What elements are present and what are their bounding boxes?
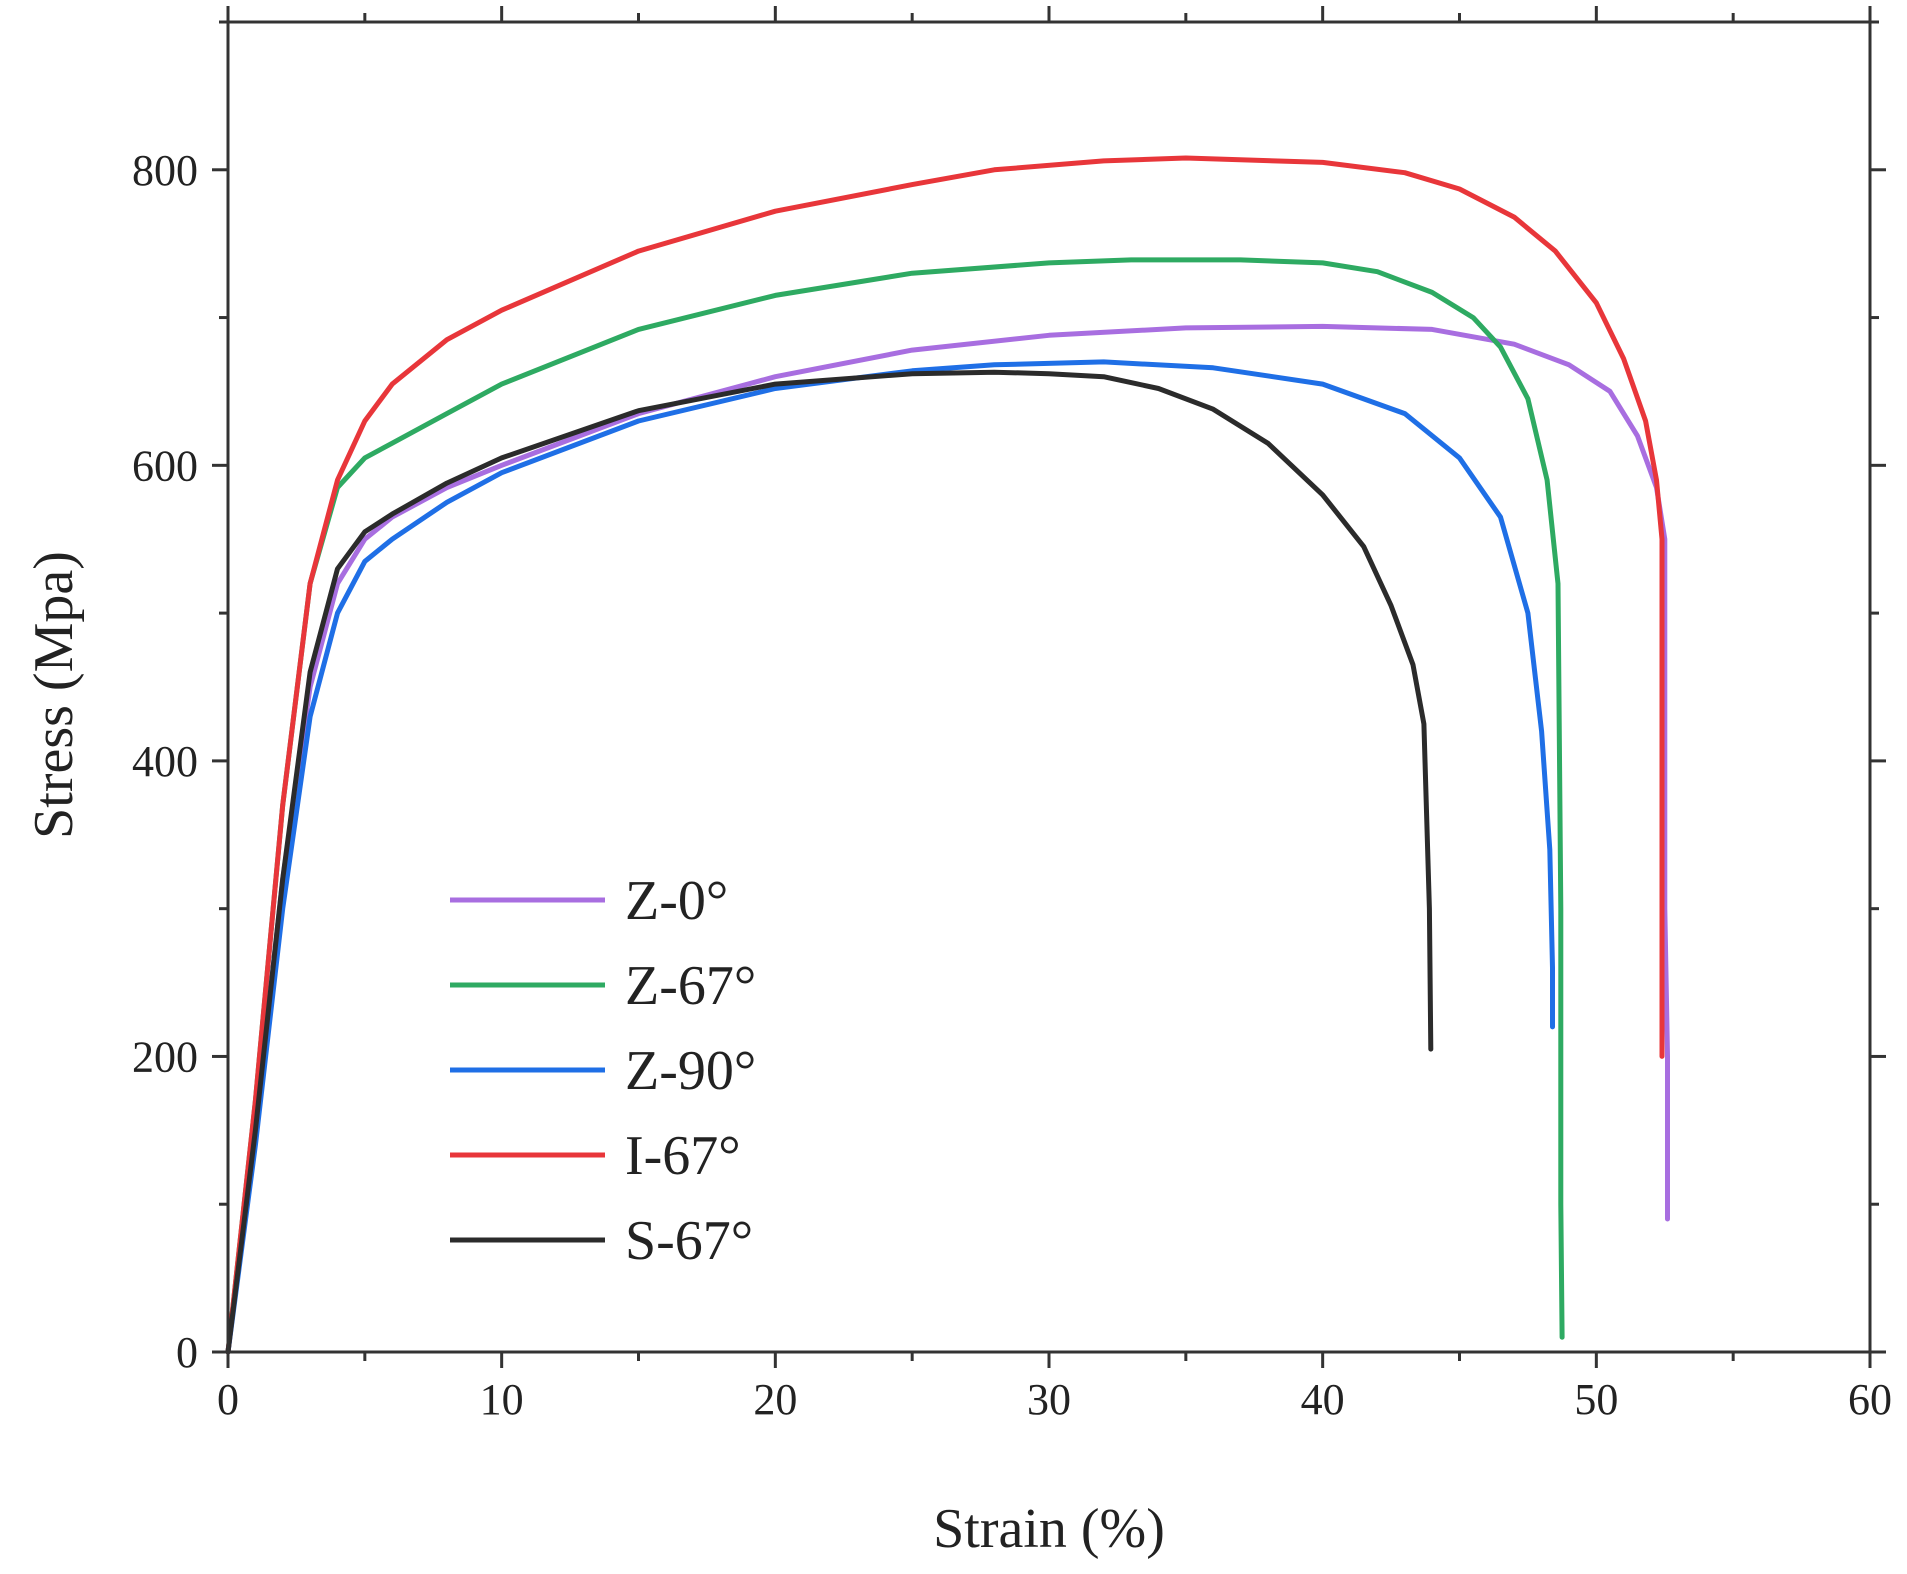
y-axis-ticks: 0 200 400 600 800: [132, 20, 1886, 1377]
legend: Z-0° Z-67° Z-90° I-67° S-67°: [450, 870, 756, 1272]
series-layer: [225, 155, 1670, 1355]
series-line-i-67deg: [225, 155, 1665, 1355]
x-tick-label: 10: [480, 1375, 524, 1424]
x-tick-label: 40: [1301, 1375, 1345, 1424]
plot-frame: [226, 20, 1872, 1354]
legend-label-s-67deg: S-67°: [625, 1210, 753, 1272]
y-tick-label: 200: [132, 1032, 198, 1081]
legend-label-i-67deg: I-67°: [625, 1125, 741, 1187]
x-tick-label: 60: [1848, 1375, 1892, 1424]
legend-label-z-67deg: Z-67°: [625, 955, 756, 1017]
y-axis-title: Stress (Mpa): [23, 551, 85, 839]
x-tick-label: 0: [217, 1375, 239, 1424]
legend-label-z-0deg: Z-0°: [625, 870, 728, 932]
legend-label-z-90deg: Z-90°: [625, 1040, 756, 1102]
y-tick-label: 800: [132, 146, 198, 195]
y-tick-label: 600: [132, 441, 198, 490]
series-line-s-67deg: [225, 369, 1434, 1355]
series-line-z-67deg: [225, 257, 1565, 1355]
x-tick-label: 20: [753, 1375, 797, 1424]
y-tick-label: 0: [176, 1328, 198, 1377]
x-tick-label: 50: [1574, 1375, 1618, 1424]
y-tick-label: 400: [132, 737, 198, 786]
series-line-z-90deg: [225, 359, 1555, 1355]
x-tick-label: 30: [1027, 1375, 1071, 1424]
x-axis-title: Strain (%): [933, 1498, 1165, 1560]
x-axis-ticks: 0 10 20 30 40 50 60: [217, 6, 1892, 1424]
